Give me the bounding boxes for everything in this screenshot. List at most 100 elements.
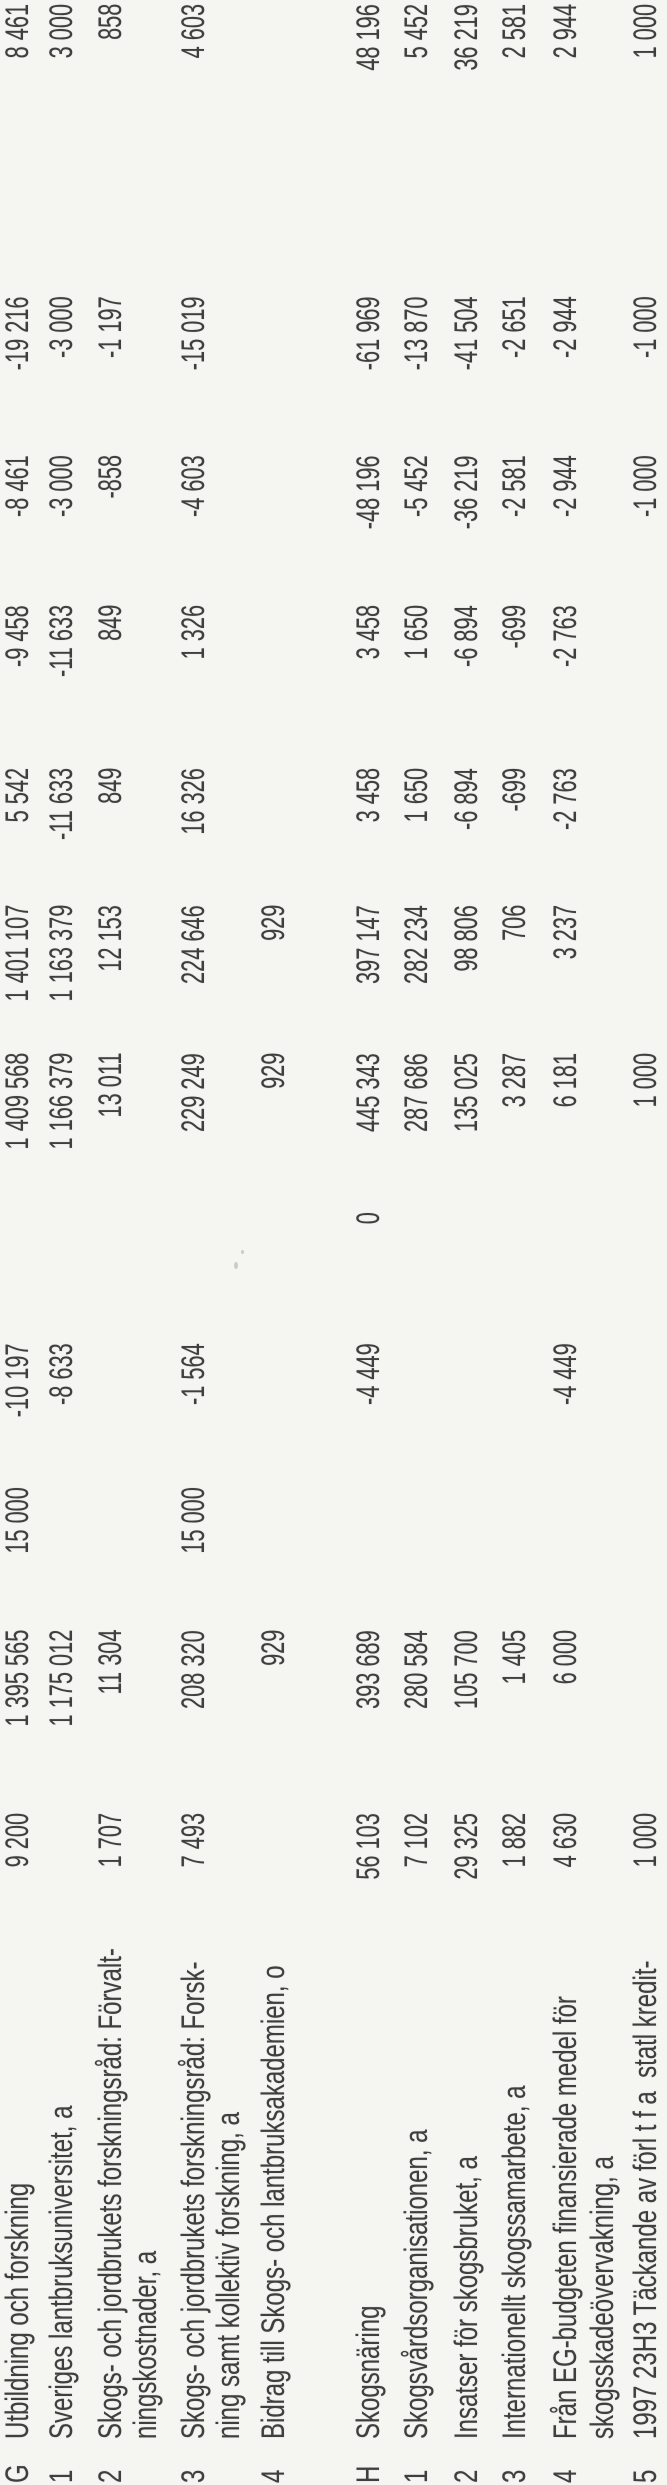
table-cell: -5 452 bbox=[398, 455, 434, 517]
table-cell: 3 458 bbox=[350, 768, 386, 823]
row-label-line: 1997 23H3 Täckande av förl t f a statl k… bbox=[627, 1960, 663, 2439]
table-cell: 224 646 bbox=[175, 905, 211, 984]
table-cell: -4 449 bbox=[350, 1343, 386, 1405]
table-cell: 929 bbox=[255, 1630, 291, 1667]
table-cell: 29 325 bbox=[448, 1813, 484, 1880]
table-cell: 135 025 bbox=[448, 1053, 484, 1132]
table-cell: 849 bbox=[92, 768, 128, 805]
table-cell: 1 175 012 bbox=[43, 1630, 79, 1727]
table-cell: 287 686 bbox=[398, 1053, 434, 1132]
table-cell: -2 763 bbox=[547, 605, 583, 667]
table-cell: -699 bbox=[496, 605, 532, 649]
row-label-line: Internationellt skogssamarbete, a bbox=[496, 2085, 532, 2439]
row-label-line: Skogsvårdsorganisationen, a bbox=[398, 2129, 434, 2439]
table-cell: -2 763 bbox=[547, 768, 583, 830]
table-cell: 13 011 bbox=[92, 1053, 128, 1118]
row-id: 3 bbox=[175, 2469, 211, 2483]
row-label-line: Från EG-budgeten finansierade medel för bbox=[547, 1996, 583, 2439]
table-cell: 105 700 bbox=[448, 1630, 484, 1709]
table-cell: -2 581 bbox=[496, 455, 532, 517]
row-id: 2 bbox=[92, 2469, 128, 2483]
table-cell: 4 630 bbox=[547, 1813, 583, 1868]
scan-speck bbox=[241, 1250, 244, 1254]
table-cell: -11 633 bbox=[43, 605, 79, 678]
table-cell: -1 564 bbox=[175, 1343, 211, 1405]
table-cell: 3 000 bbox=[43, 4, 79, 59]
table-cell: 15 000 bbox=[0, 1487, 35, 1554]
table-cell: 11 304 bbox=[92, 1630, 128, 1695]
row-id: 1 bbox=[43, 2469, 79, 2483]
table-cell: 36 219 bbox=[448, 4, 484, 71]
row-label-line: Insatser för skogsbruket, a bbox=[448, 2156, 484, 2439]
table-cell: 2 581 bbox=[496, 4, 532, 59]
row-label-line: Skogs- och jordbrukets forskningsråd: Fö… bbox=[92, 1948, 128, 2439]
table-cell: 445 343 bbox=[350, 1053, 386, 1132]
table-cell: -1 000 bbox=[627, 455, 663, 517]
table-cell: 48 196 bbox=[350, 4, 386, 71]
table-cell: -3 000 bbox=[43, 455, 79, 517]
table-cell: 8 461 bbox=[0, 4, 35, 59]
table-cell: -11 633 bbox=[43, 768, 79, 841]
row-label-line: Sveriges lantbruksuniversitet, a bbox=[43, 2105, 79, 2439]
table-cell: -2 944 bbox=[547, 455, 583, 517]
table-cell: -13 870 bbox=[398, 296, 434, 370]
table-cell: 5 452 bbox=[398, 4, 434, 59]
row-label-line: Utbildning och forskning bbox=[0, 2182, 35, 2439]
table-cell: -1 197 bbox=[92, 296, 128, 358]
table-cell: 6 000 bbox=[547, 1630, 583, 1685]
table-cell: -6 894 bbox=[448, 605, 484, 667]
table-cell: -48 196 bbox=[350, 455, 386, 529]
table-cell: 706 bbox=[496, 905, 532, 942]
table-cell: 1 000 bbox=[627, 1053, 663, 1108]
table-cell: -10 197 bbox=[0, 1343, 35, 1417]
table-cell: -4 449 bbox=[547, 1343, 583, 1405]
table-cell: -6 894 bbox=[448, 768, 484, 830]
row-label-line: Bidrag till Skogs- och lantbruksakademie… bbox=[255, 1965, 291, 2439]
table-cell: -36 219 bbox=[448, 455, 484, 529]
table-cell: -9 458 bbox=[0, 605, 35, 667]
row-id: 1 bbox=[398, 2469, 434, 2483]
table-cell: 1 000 bbox=[627, 4, 663, 59]
table-cell: -699 bbox=[496, 768, 532, 812]
row-id: 2 bbox=[448, 2469, 484, 2483]
row-label-line: ning samt kollektiv forskning, a bbox=[210, 2112, 246, 2439]
table-cell: 849 bbox=[92, 605, 128, 642]
row-id: 4 bbox=[255, 2469, 291, 2483]
table-cell: 208 320 bbox=[175, 1630, 211, 1709]
table-cell: -4 603 bbox=[175, 455, 211, 517]
table-cell: 1 401 107 bbox=[0, 905, 35, 1002]
table-cell: -8 633 bbox=[43, 1343, 79, 1405]
table-cell: 1 650 bbox=[398, 605, 434, 660]
table-cell: 3 237 bbox=[547, 905, 583, 960]
table-cell: 858 bbox=[92, 4, 128, 41]
table-cell: -1 000 bbox=[627, 296, 663, 358]
table-cell: 5 542 bbox=[0, 768, 35, 823]
table-cell: 9 200 bbox=[0, 1813, 35, 1868]
table-cell: 1 166 379 bbox=[43, 1053, 79, 1150]
table-cell: 0 bbox=[350, 1212, 386, 1225]
table-cell: -15 019 bbox=[175, 296, 211, 370]
table-cell: 3 287 bbox=[496, 1053, 532, 1108]
table-cell: 1 163 379 bbox=[43, 905, 79, 1002]
table-cell: 929 bbox=[255, 1053, 291, 1090]
row-label-line: Skogsnäring bbox=[350, 2305, 386, 2439]
table-cell: -858 bbox=[92, 455, 128, 499]
row-id: 3 bbox=[496, 2469, 532, 2483]
table-cell: 56 103 bbox=[350, 1813, 386, 1880]
table-cell: 7 102 bbox=[398, 1813, 434, 1868]
table-cell: 3 458 bbox=[350, 605, 386, 660]
table-cell: 2 944 bbox=[547, 4, 583, 59]
table-cell: 282 234 bbox=[398, 905, 434, 984]
table-cell: 280 584 bbox=[398, 1630, 434, 1709]
scan-speck bbox=[234, 1262, 238, 1269]
table-cell: -61 969 bbox=[350, 296, 386, 370]
row-id: 5 bbox=[627, 2469, 663, 2483]
table-cell: 15 000 bbox=[175, 1487, 211, 1554]
table-cell: -41 504 bbox=[448, 296, 484, 370]
table-cell: 1 707 bbox=[92, 1813, 128, 1868]
table-cell: 397 147 bbox=[350, 905, 386, 984]
table-cell: -3 000 bbox=[43, 296, 79, 358]
row-label-line: ningskostnader, a bbox=[127, 2250, 163, 2439]
table-cell: 1 882 bbox=[496, 1813, 532, 1868]
